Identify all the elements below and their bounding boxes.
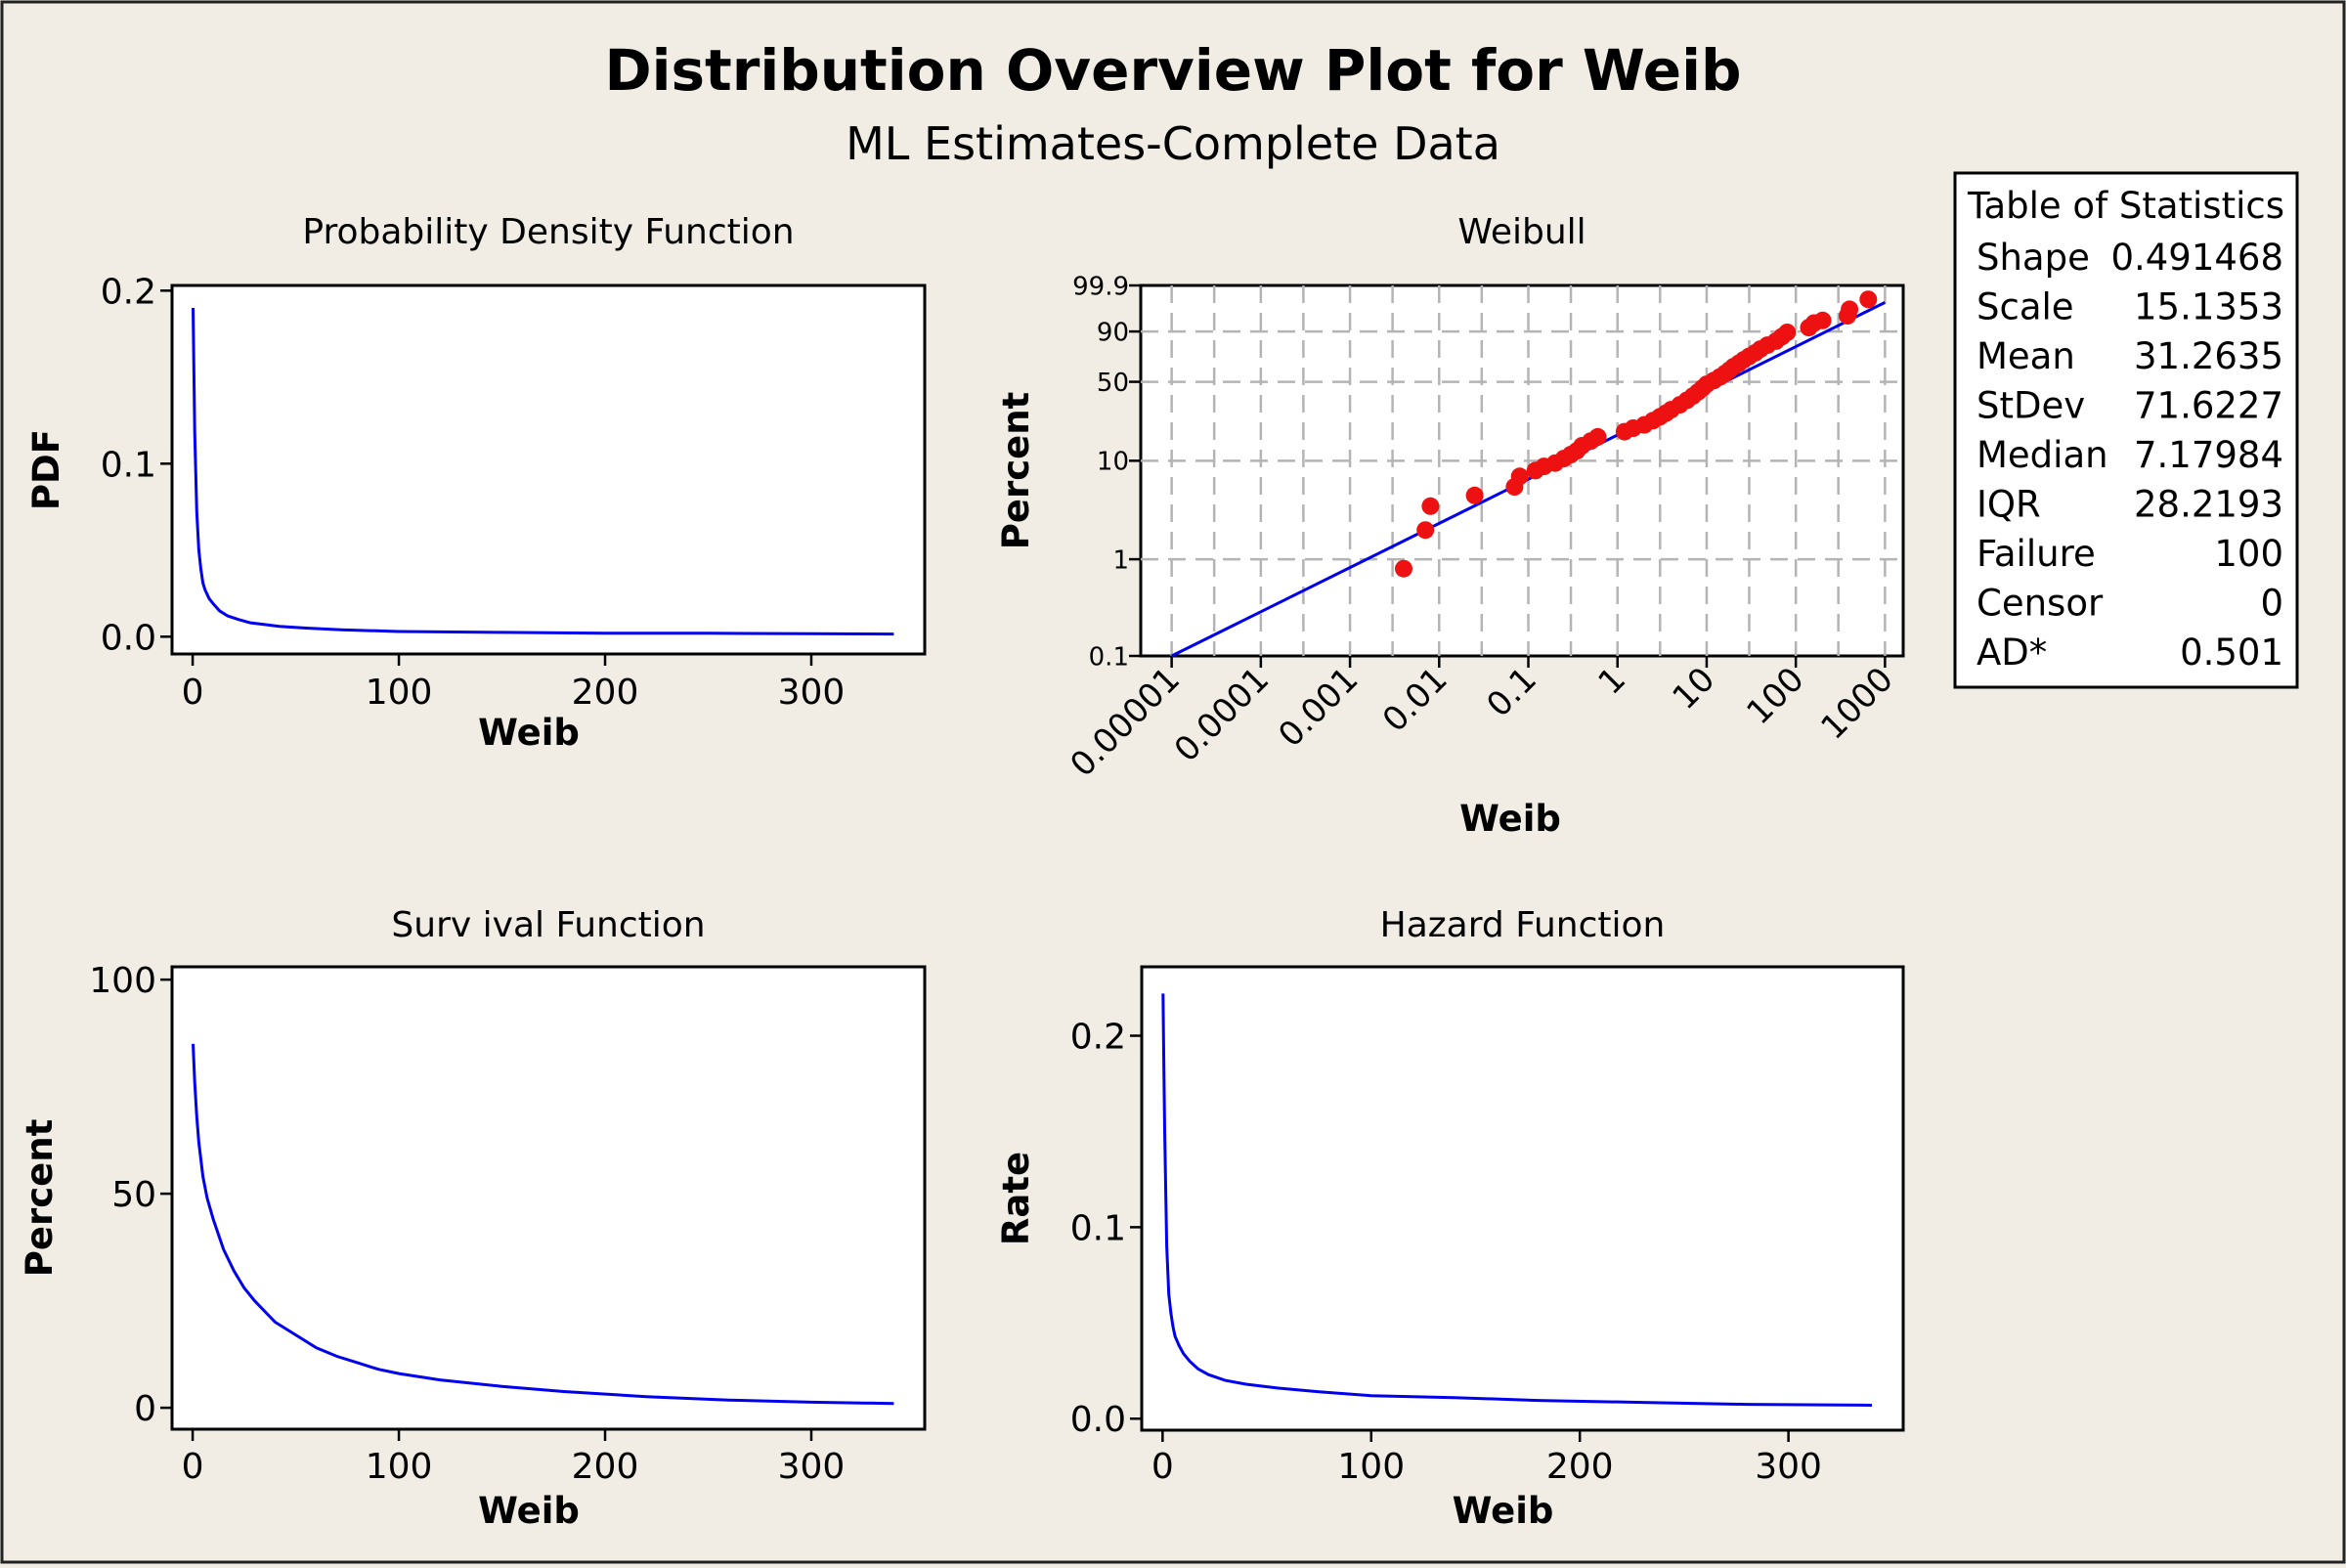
pdf-plot-area: [170, 283, 927, 656]
stats-value-shape: 0.491468: [2110, 237, 2283, 279]
pdf-y-axis-label: PDF: [25, 429, 67, 510]
weibull-data-point: [1859, 290, 1878, 309]
pdf-xtick-label: 100: [366, 673, 433, 713]
survival-curve: [192, 1043, 894, 1406]
stats-label-shape: Shape: [1977, 237, 2090, 279]
weibull-data-point: [1841, 300, 1859, 319]
pdf-xtick-label: 300: [778, 673, 846, 713]
weibull-panel-title: Weibull: [1457, 212, 1586, 252]
survival-ytick-label: 100: [89, 961, 156, 1001]
weibull-ytick-label: 0.1: [1089, 642, 1129, 672]
hazard-panel-title: Hazard Function: [1380, 905, 1666, 945]
weibull-data-point: [1778, 324, 1797, 341]
stats-label-censor: Censor: [1977, 583, 2104, 625]
survival-ytick-label: 50: [111, 1175, 156, 1215]
stats-label-median: Median: [1977, 434, 2108, 476]
stats-label-mean: Mean: [1977, 335, 2075, 377]
hazard-y-axis-label: Rate: [995, 1152, 1037, 1245]
weibull-data-point: [1588, 427, 1607, 446]
stats-value-scale: 15.1353: [2134, 286, 2283, 328]
weibull-ytick-label: 50: [1097, 369, 1129, 398]
pdf-ytick-label: 0.0: [101, 618, 156, 658]
hazard-xtick-label: 0: [1151, 1447, 1174, 1487]
weibull-data-point: [1416, 521, 1435, 540]
hazard-ytick-label: 0.1: [1070, 1208, 1126, 1248]
survival-xtick-label: 300: [778, 1447, 846, 1487]
hazard-plot-area: [1140, 965, 1905, 1432]
pdf-curve: [192, 307, 894, 636]
hazard-x-axis-label: Weib: [1453, 1490, 1554, 1532]
pdf-xtick-label: 200: [572, 673, 639, 713]
panel-survival: Surv ival Function 0 100 200 300 0 50 100 Weib Pe…: [19, 905, 927, 1532]
survival-xtick-label: 100: [366, 1447, 433, 1487]
pdf-x-axis-label: Weib: [478, 712, 580, 754]
stats-label-ad: AD*: [1977, 632, 2047, 674]
stats-label-iqr: IQR: [1977, 484, 2041, 526]
weibull-x-axis-label: Weib: [1459, 798, 1561, 840]
weibull-data-point: [1813, 311, 1832, 329]
stats-table-box: [1953, 171, 2299, 689]
survival-ytick-label: 0: [134, 1389, 156, 1429]
weibull-ytick-label: 90: [1097, 318, 1129, 347]
hazard-xtick-label: 300: [1755, 1447, 1822, 1487]
stats-table-title: Table of Statistics: [1967, 185, 2284, 227]
stats-value-ad: 0.501: [2180, 632, 2283, 674]
weibull-data-point: [1421, 497, 1440, 515]
weibull-ytick-label: 99.9: [1072, 272, 1129, 301]
stats-value-mean: 31.2635: [2134, 335, 2283, 377]
stats-value-median: 7.17984: [2134, 434, 2283, 476]
survival-panel-title: Surv ival Function: [391, 905, 705, 945]
weibull-ytick-label: 1: [1112, 545, 1129, 575]
pdf-ytick-label: 0.1: [101, 445, 156, 485]
stats-label-scale: Scale: [1977, 286, 2074, 328]
weibull-data-point: [1465, 486, 1484, 504]
stats-label-stdev: StDev: [1977, 385, 2085, 427]
stats-label-failure: Failure: [1977, 533, 2096, 575]
hazard-ytick-label: 0.0: [1070, 1400, 1126, 1440]
pdf-panel-title: Probability Density Function: [302, 212, 794, 252]
stats-value-iqr: 28.2193: [2134, 484, 2283, 526]
weibull-data-point: [1510, 467, 1529, 486]
chart-subtitle: ML Estimates-Complete Data: [846, 117, 1500, 170]
survival-xtick-label: 200: [572, 1447, 639, 1487]
survival-x-axis-label: Weib: [478, 1490, 580, 1532]
statistics-table: Table of Statistics Shape 0.491468 Scale 15.…: [1953, 171, 2299, 689]
hazard-curve: [1161, 993, 1873, 1407]
chart-title: Distribution Overview Plot for Weib: [604, 37, 1741, 104]
stats-value-failure: 100: [2214, 533, 2283, 575]
weibull-ytick-label: 10: [1097, 448, 1129, 477]
survival-plot-area: [170, 965, 927, 1431]
stats-value-stdev: 71.6227: [2134, 385, 2283, 427]
pdf-xtick-label: 0: [182, 673, 204, 713]
panel-hazard: Hazard Function 0 100 200 300 0.0 0.1 0.2 Weib Ra…: [995, 905, 1905, 1532]
survival-xtick-label: 0: [182, 1447, 204, 1487]
panel-pdf: Probability Density Function 0 100 200 300 0.…: [25, 212, 927, 754]
hazard-xtick-label: 100: [1337, 1447, 1405, 1487]
hazard-xtick-label: 200: [1546, 1447, 1614, 1487]
weibull-fit-line: [1170, 301, 1887, 658]
weibull-y-axis-label: Percent: [995, 392, 1037, 550]
weibull-data-point: [1395, 559, 1412, 578]
pdf-ytick-label: 0.2: [101, 272, 156, 312]
stats-value-censor: 0: [2260, 583, 2283, 625]
survival-y-axis-label: Percent: [19, 1119, 61, 1278]
hazard-ytick-label: 0.2: [1070, 1017, 1126, 1057]
